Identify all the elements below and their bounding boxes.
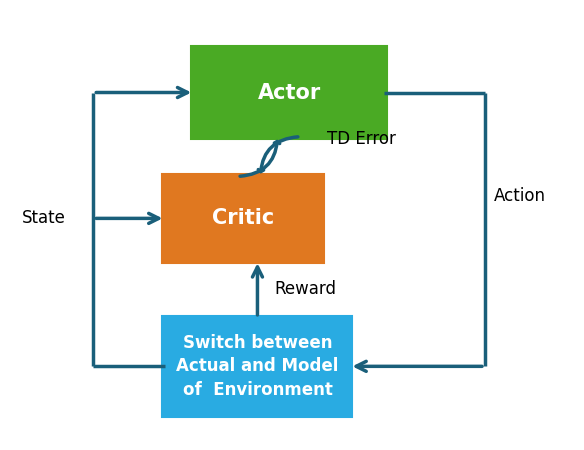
FancyArrowPatch shape bbox=[258, 137, 298, 171]
FancyBboxPatch shape bbox=[162, 315, 353, 417]
Text: Switch between
Actual and Model
of  Environment: Switch between Actual and Model of Envir… bbox=[176, 334, 339, 399]
FancyBboxPatch shape bbox=[162, 174, 324, 262]
FancyBboxPatch shape bbox=[191, 46, 387, 139]
Text: State: State bbox=[22, 209, 65, 227]
Text: Action: Action bbox=[493, 187, 545, 205]
Text: Actor: Actor bbox=[258, 82, 321, 103]
Text: Critic: Critic bbox=[212, 208, 274, 229]
FancyArrowPatch shape bbox=[240, 141, 280, 176]
Text: TD Error: TD Error bbox=[326, 130, 395, 148]
Text: Reward: Reward bbox=[274, 280, 337, 298]
